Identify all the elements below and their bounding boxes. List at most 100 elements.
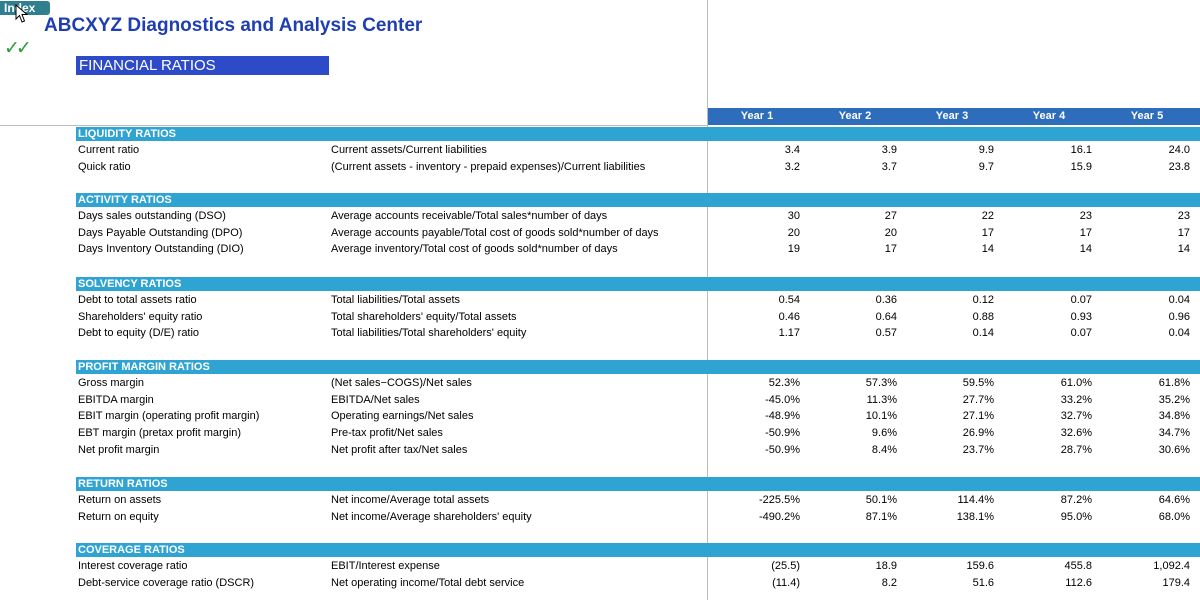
ratio-formula[interactable]: Total liabilities/Total assets <box>331 294 461 306</box>
value-cell[interactable]: 8.4% <box>871 444 897 456</box>
ratio-label[interactable]: Days sales outstanding (DSO) <box>78 210 226 222</box>
value-cell[interactable]: 159.6 <box>966 560 994 572</box>
value-cell[interactable]: 24.0 <box>1168 144 1190 156</box>
value-cell[interactable]: 28.7% <box>1060 444 1092 456</box>
value-cell[interactable]: 15.9 <box>1070 161 1092 173</box>
value-cell[interactable]: -50.9% <box>765 427 800 439</box>
value-cell[interactable]: 27.1% <box>962 410 994 422</box>
value-cell[interactable]: 0.07 <box>1070 294 1092 306</box>
value-cell[interactable]: -225.5% <box>759 494 800 506</box>
value-cell[interactable]: 57.3% <box>865 377 897 389</box>
ratio-label[interactable]: Return on assets <box>78 494 162 506</box>
ratio-formula[interactable]: Average accounts payable/Total cost of g… <box>331 227 659 239</box>
value-cell[interactable]: 27.7% <box>962 394 994 406</box>
value-cell[interactable]: 87.2% <box>1060 494 1092 506</box>
value-cell[interactable]: -45.0% <box>765 394 800 406</box>
value-cell[interactable]: (11.4) <box>772 577 800 589</box>
value-cell[interactable]: 11.3% <box>866 394 897 406</box>
value-cell[interactable]: 0.14 <box>972 327 994 339</box>
value-cell[interactable]: 179.4 <box>1162 577 1190 589</box>
value-cell[interactable]: 14 <box>1177 243 1190 255</box>
value-cell[interactable]: 30.6% <box>1158 444 1190 456</box>
value-cell[interactable]: 0.46 <box>778 311 800 323</box>
ratio-formula[interactable]: Pre-tax profit/Net sales <box>331 427 443 439</box>
value-cell[interactable]: 61.8% <box>1158 377 1190 389</box>
ratio-label[interactable]: Net profit margin <box>78 444 160 456</box>
value-cell[interactable]: 20 <box>884 227 897 239</box>
ratio-formula[interactable]: Average inventory/Total cost of goods so… <box>331 243 618 255</box>
ratio-label[interactable]: Debt to total assets ratio <box>78 294 197 306</box>
value-cell[interactable]: 68.0% <box>1158 511 1190 523</box>
value-cell[interactable]: -48.9% <box>765 410 800 422</box>
ratio-formula[interactable]: Operating earnings/Net sales <box>331 410 474 422</box>
value-cell[interactable]: 0.88 <box>972 311 994 323</box>
value-cell[interactable]: 114.4% <box>957 494 995 506</box>
value-cell[interactable]: 34.7% <box>1158 427 1190 439</box>
ratio-label[interactable]: Return on equity <box>78 511 159 523</box>
value-cell[interactable]: 10.1% <box>865 410 897 422</box>
value-cell[interactable]: 8.2 <box>881 577 897 589</box>
value-cell[interactable]: 0.36 <box>875 294 897 306</box>
ratio-label[interactable]: Days Inventory Outstanding (DIO) <box>78 243 244 255</box>
value-cell[interactable]: 3.4 <box>784 144 800 156</box>
value-cell[interactable]: 95.0% <box>1060 511 1092 523</box>
ratio-label[interactable]: EBIT margin (operating profit margin) <box>78 410 260 422</box>
value-cell[interactable]: 22 <box>981 210 994 222</box>
value-cell[interactable]: (25.5) <box>771 560 800 572</box>
ratio-formula[interactable]: Total shareholders' equity/Total assets <box>331 311 517 323</box>
ratio-label[interactable]: Debt to equity (D/E) ratio <box>78 327 200 339</box>
value-cell[interactable]: 17 <box>1177 227 1190 239</box>
value-cell[interactable]: 32.7% <box>1060 410 1092 422</box>
ratio-label[interactable]: Current ratio <box>78 144 140 156</box>
value-cell[interactable]: 112.6 <box>1065 577 1092 589</box>
value-cell[interactable]: 18.9 <box>875 560 897 572</box>
value-cell[interactable]: 26.9% <box>962 427 994 439</box>
ratio-formula[interactable]: (Net sales−COGS)/Net sales <box>331 377 472 389</box>
ratio-formula[interactable]: Average accounts receivable/Total sales*… <box>331 210 608 222</box>
value-cell[interactable]: 0.96 <box>1168 311 1190 323</box>
value-cell[interactable]: 0.04 <box>1168 294 1190 306</box>
value-cell[interactable]: 0.57 <box>875 327 897 339</box>
value-cell[interactable]: 51.6 <box>972 577 994 589</box>
value-cell[interactable]: 14 <box>1079 243 1092 255</box>
value-cell[interactable]: 17 <box>1079 227 1092 239</box>
value-cell[interactable]: 455.8 <box>1064 560 1092 572</box>
value-cell[interactable]: 61.0% <box>1060 377 1092 389</box>
ratio-formula[interactable]: EBIT/Interest expense <box>331 560 440 572</box>
value-cell[interactable]: 33.2% <box>1060 394 1092 406</box>
value-cell[interactable]: 23.8 <box>1168 161 1190 173</box>
ratio-label[interactable]: Shareholders' equity ratio <box>78 311 203 323</box>
ratio-formula[interactable]: Current assets/Current liabilities <box>331 144 487 156</box>
ratio-label[interactable]: Quick ratio <box>78 161 131 173</box>
value-cell[interactable]: 0.04 <box>1168 327 1190 339</box>
value-cell[interactable]: 32.6% <box>1060 427 1092 439</box>
value-cell[interactable]: 0.93 <box>1070 311 1092 323</box>
value-cell[interactable]: 23 <box>1177 210 1190 222</box>
value-cell[interactable]: 14 <box>981 243 994 255</box>
value-cell[interactable]: 19 <box>787 243 800 255</box>
value-cell[interactable]: 35.2% <box>1158 394 1190 406</box>
value-cell[interactable]: 9.7 <box>978 161 994 173</box>
value-cell[interactable]: -50.9% <box>765 444 800 456</box>
ratio-formula[interactable]: EBITDA/Net sales <box>331 394 420 406</box>
ratio-label[interactable]: EBITDA margin <box>78 394 154 406</box>
value-cell[interactable]: 9.6% <box>871 427 897 439</box>
value-cell[interactable]: 3.9 <box>881 144 897 156</box>
value-cell[interactable]: 1,092.4 <box>1153 560 1190 572</box>
ratio-formula[interactable]: (Current assets - inventory - prepaid ex… <box>331 161 646 173</box>
ratio-label[interactable]: Interest coverage ratio <box>78 560 188 572</box>
ratio-label[interactable]: Gross margin <box>78 377 145 389</box>
ratio-label[interactable]: EBT margin (pretax profit margin) <box>78 427 242 439</box>
value-cell[interactable]: 23.7% <box>962 444 994 456</box>
value-cell[interactable]: 64.6% <box>1158 494 1190 506</box>
value-cell[interactable]: 17 <box>884 243 897 255</box>
value-cell[interactable]: 0.12 <box>972 294 994 306</box>
value-cell[interactable]: 34.8% <box>1158 410 1190 422</box>
value-cell[interactable]: 50.1% <box>865 494 897 506</box>
value-cell[interactable]: 87.1% <box>865 511 897 523</box>
value-cell[interactable]: 1.17 <box>778 327 800 339</box>
value-cell[interactable]: 0.07 <box>1070 327 1092 339</box>
value-cell[interactable]: 9.9 <box>978 144 994 156</box>
ratio-formula[interactable]: Net profit after tax/Net sales <box>331 444 468 456</box>
value-cell[interactable]: -490.2% <box>759 511 800 523</box>
